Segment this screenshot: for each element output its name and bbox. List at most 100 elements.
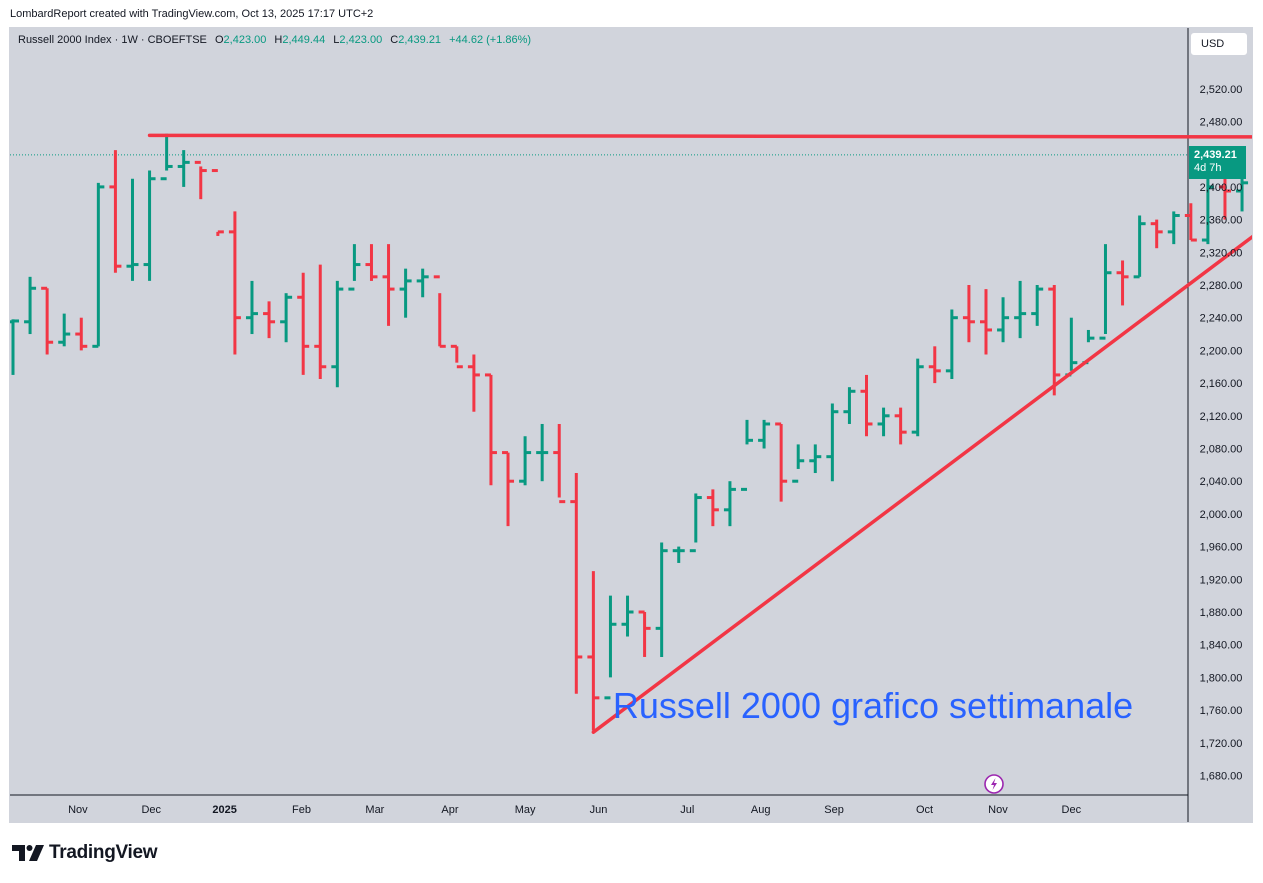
ohlc-bar [1014,280,1027,339]
ohlc-bar [979,289,992,355]
high-value: 2,449.44 [282,34,326,46]
ohlc-bar [536,423,549,482]
price-tick-label: 2,400.00 [1200,182,1243,194]
ohlc-bar [92,182,105,348]
ohlc-bar [911,358,924,437]
ohlc-bar [689,493,702,553]
price-tick-label: 2,160.00 [1200,378,1243,390]
ohlc-bar [1150,219,1163,249]
ohlc-bar [211,169,224,236]
price-tick-label: 2,240.00 [1200,313,1243,325]
trend-line [591,234,1252,734]
tradingview-wordmark: TradingView [49,842,158,863]
ohlc-bar [228,211,241,355]
ohlc-bar [1099,244,1112,340]
ohlc-bar [194,160,207,200]
ohlc-bar [621,595,634,637]
ohlc-bar [297,272,310,375]
price-tick-label: 2,080.00 [1200,444,1243,456]
price-tick-label: 1,840.00 [1200,640,1243,652]
ohlc-bar [263,301,276,339]
ohlc-bar [1184,203,1197,242]
time-axis: ctNovDec2025FebMarAprMayJunJulAugSepOctN… [68,804,1082,816]
time-tick-label: Dec [1062,804,1082,816]
ohlc-bar [1031,285,1044,326]
ohlc-bar [280,293,293,343]
price-tick-label: 2,200.00 [1200,345,1243,357]
ohlc-bar [109,150,122,273]
price-tick-label: 2,040.00 [1200,476,1243,488]
annotation-text: Russell 2000 grafico settimanale [613,685,1133,726]
ohlc-bar [894,407,907,445]
change-value: +44.62 (+1.86%) [449,34,532,46]
ohlc-bar [126,178,139,281]
price-tick-label: 2,120.00 [1200,411,1243,423]
ohlc-bar [962,285,975,343]
ohlc-bar [484,373,497,486]
ohlc-bar [1065,317,1078,377]
tradingview-logo-icon [12,845,44,861]
ohlc-bar [860,374,873,437]
ohlc-bar [1116,260,1129,306]
ohlc-bar [399,268,412,318]
ohlc-bar [706,489,719,527]
trend-lines [147,133,1252,734]
time-tick-label: Nov [68,804,88,816]
close-label: C [390,34,399,46]
ohlc-bar [1048,285,1061,396]
price-tick-label: 1,720.00 [1200,738,1243,750]
bar-countdown: 4d 7h [1194,162,1222,174]
ohlc-bar [1236,174,1249,212]
price-tick-label: 2,280.00 [1200,280,1243,292]
time-tick-label: 2025 [212,804,236,816]
ohlc-bar [160,133,173,181]
price-tick-label: 2,480.00 [1200,117,1243,129]
time-tick-label: Feb [292,804,311,816]
ohlc-bar [997,297,1010,343]
ohlc-bar [1167,211,1180,245]
time-tick-label: Sep [824,804,844,816]
price-chart[interactable]: 1,680.00 1,720.00 1,760.00 1,800.00 1,840.00… [10,28,1252,822]
price-tick-label: 1,760.00 [1200,705,1243,717]
chart-pane[interactable]: 1,680.00 1,720.00 1,760.00 1,800.00 1,840.00… [9,27,1253,823]
price-tick-label: 2,360.00 [1200,215,1243,227]
time-tick-label: Oct [916,804,933,816]
ohlc-bar [672,546,685,563]
ohlc-bar [467,354,480,412]
ohlc-bar [945,309,958,380]
ohlc-bar [775,422,788,502]
ohlc-bar [365,244,378,281]
price-tick-label: 1,800.00 [1200,672,1243,684]
time-tick-label: Nov [988,804,1008,816]
price-tick-label: 1,880.00 [1200,607,1243,619]
price-tick-label: 1,960.00 [1200,542,1243,554]
ohlc-bar [502,451,515,527]
ohlc-bar [58,313,71,347]
low-value: 2,423.00 [339,34,383,46]
tradingview-logo[interactable]: TradingView [12,842,158,864]
ohlc-bar [1201,178,1214,245]
flash-icon[interactable] [984,774,1004,794]
ohlc-bar [604,595,617,700]
ohlc-bar [450,344,463,369]
last-price-value: 2,439.21 [1194,149,1237,161]
currency-button[interactable]: USD [1190,32,1248,56]
ohlc-bar [553,423,566,504]
ohlc-bar [24,276,37,335]
ohlc-bar [314,264,327,380]
price-tick-label: 2,320.00 [1200,247,1243,259]
time-tick-label: Jul [680,804,694,816]
ohlc-bar [10,319,19,375]
ohlc-bar [826,403,839,482]
ohlc-bar [75,317,88,351]
last-price-label: 2,439.21 4d 7h [1189,146,1246,179]
time-tick-label: Dec [141,804,161,816]
ohlc-bar [1133,215,1146,279]
price-tick-label: 2,520.00 [1200,84,1243,96]
chart-caption: LombardReport created with TradingView.c… [10,8,374,20]
price-tick-label: 2,000.00 [1200,509,1243,521]
ohlc-bar [1218,178,1231,220]
open-value: 2,423.00 [223,34,267,46]
ohlc-bar [843,387,856,424]
time-tick-label: Apr [441,804,458,816]
